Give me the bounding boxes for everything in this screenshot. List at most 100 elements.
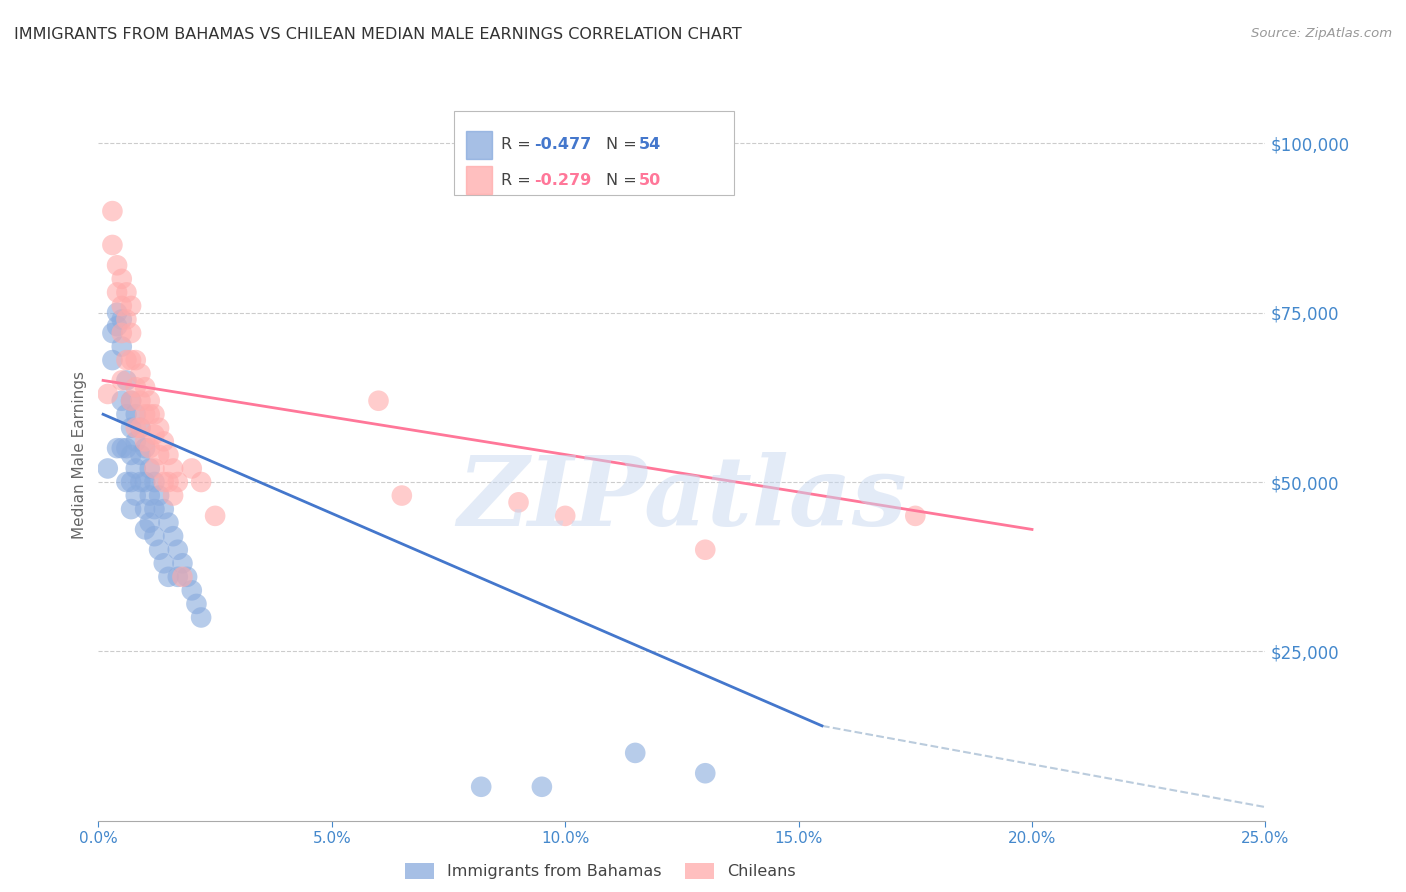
Point <box>120 393 142 408</box>
Point <box>162 489 184 503</box>
Point <box>190 475 212 489</box>
Point <box>105 285 128 300</box>
Point <box>125 407 148 421</box>
Point <box>111 272 134 286</box>
Point <box>143 461 166 475</box>
Point <box>120 448 142 462</box>
Point <box>139 407 162 421</box>
Point <box>105 319 128 334</box>
Point <box>180 583 202 598</box>
Point <box>111 441 134 455</box>
Point <box>111 299 134 313</box>
FancyBboxPatch shape <box>454 112 734 195</box>
Point <box>105 441 128 455</box>
Point <box>139 441 162 455</box>
Point <box>367 393 389 408</box>
Text: 54: 54 <box>638 137 661 153</box>
Point <box>101 238 124 252</box>
Point <box>139 489 162 503</box>
Point <box>139 393 162 408</box>
Point <box>97 387 120 401</box>
Point <box>115 312 138 326</box>
Point <box>115 373 138 387</box>
Point <box>166 475 188 489</box>
Point <box>162 529 184 543</box>
Legend: Immigrants from Bahamas, Chileans: Immigrants from Bahamas, Chileans <box>399 856 801 886</box>
Point <box>148 448 170 462</box>
Point <box>120 475 142 489</box>
Text: N =: N = <box>606 173 643 187</box>
Text: 50: 50 <box>638 173 661 187</box>
Point <box>115 353 138 368</box>
Point <box>129 421 152 435</box>
Point <box>530 780 553 794</box>
Point <box>152 502 174 516</box>
Point <box>172 556 194 570</box>
Point <box>111 326 134 340</box>
Point <box>111 373 134 387</box>
Point <box>148 421 170 435</box>
Point <box>157 570 180 584</box>
Point <box>152 434 174 449</box>
Point <box>157 448 180 462</box>
Point <box>120 502 142 516</box>
Point <box>152 475 174 489</box>
Point <box>134 523 156 537</box>
Point <box>101 204 124 219</box>
Point <box>139 516 162 530</box>
Point <box>180 461 202 475</box>
Point <box>129 448 152 462</box>
Point <box>190 610 212 624</box>
Point <box>105 306 128 320</box>
Point <box>129 475 152 489</box>
Point <box>152 556 174 570</box>
Point <box>508 495 530 509</box>
Point <box>115 407 138 421</box>
Text: N =: N = <box>606 137 643 153</box>
Point <box>143 427 166 442</box>
Point <box>470 780 492 794</box>
Point <box>204 508 226 523</box>
Point <box>172 570 194 584</box>
Bar <box>465 131 492 159</box>
Point <box>134 502 156 516</box>
Text: -0.279: -0.279 <box>534 173 591 187</box>
Point <box>120 299 142 313</box>
Text: Source: ZipAtlas.com: Source: ZipAtlas.com <box>1251 27 1392 40</box>
Point <box>143 407 166 421</box>
Point <box>125 489 148 503</box>
Point <box>129 367 152 381</box>
Point <box>143 529 166 543</box>
Point <box>162 461 184 475</box>
Point <box>134 434 156 449</box>
Point <box>166 570 188 584</box>
Point <box>554 508 576 523</box>
Point <box>111 312 134 326</box>
Point <box>157 516 180 530</box>
Point <box>186 597 208 611</box>
Point <box>695 766 717 780</box>
Point <box>125 434 148 449</box>
Point <box>129 393 152 408</box>
Point <box>120 421 142 435</box>
Point <box>101 326 124 340</box>
Point <box>157 475 180 489</box>
Point <box>120 393 142 408</box>
Y-axis label: Median Male Earnings: Median Male Earnings <box>72 371 87 539</box>
Text: -0.477: -0.477 <box>534 137 591 153</box>
Point <box>115 441 138 455</box>
Point <box>166 542 188 557</box>
Point <box>120 326 142 340</box>
Point <box>111 340 134 354</box>
Point <box>139 461 162 475</box>
Point <box>148 489 170 503</box>
Point <box>125 353 148 368</box>
Point <box>115 285 138 300</box>
Point <box>143 502 166 516</box>
Point <box>97 461 120 475</box>
Point <box>111 393 134 408</box>
Point <box>391 489 413 503</box>
Point <box>134 441 156 455</box>
Point <box>134 475 156 489</box>
Point <box>134 407 156 421</box>
